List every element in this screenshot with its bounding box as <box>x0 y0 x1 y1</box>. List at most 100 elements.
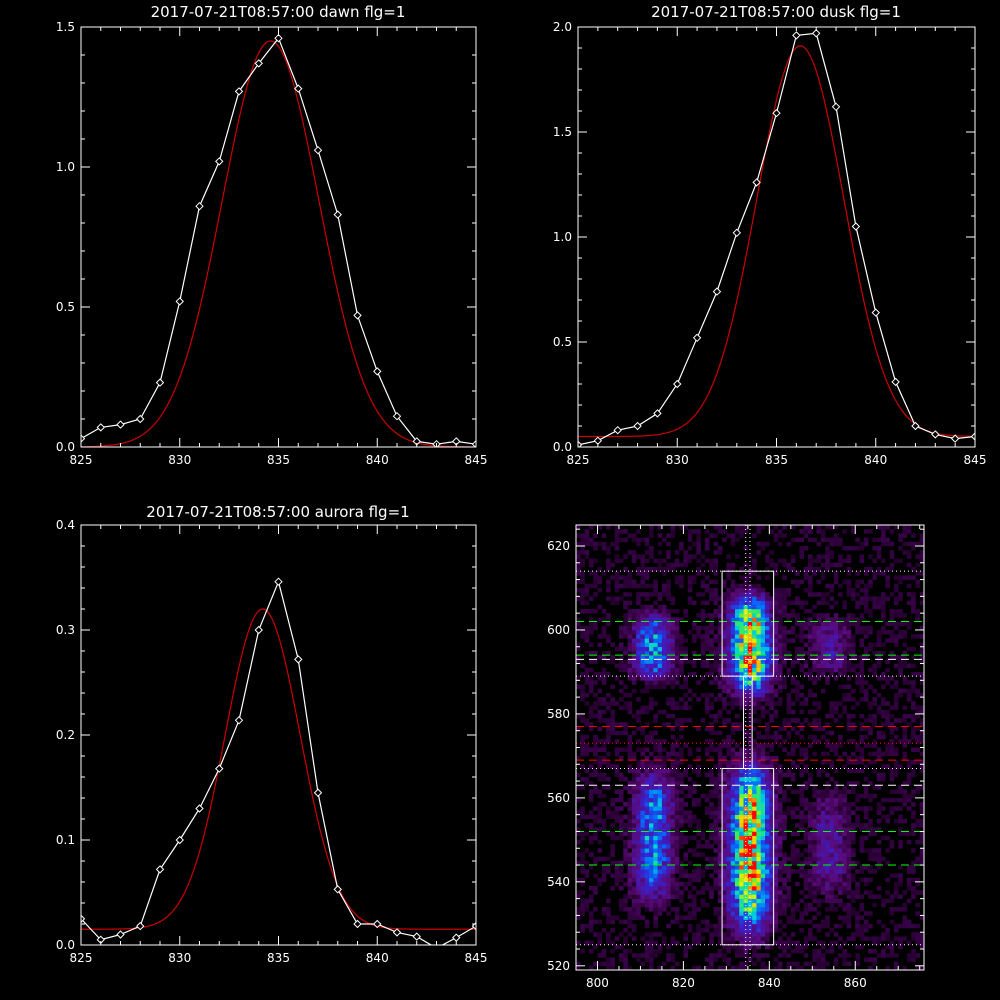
spectral-image-cell <box>627 856 633 862</box>
spectral-image-cell <box>743 764 749 769</box>
spectral-image-cell <box>580 545 585 551</box>
spectral-image-cell <box>636 776 641 782</box>
spectral-image-cell <box>863 718 869 723</box>
spectral-image-cell <box>752 848 757 853</box>
spectral-image-cell <box>683 814 689 820</box>
spectral-image-cell <box>846 545 852 551</box>
spectral-image-cell <box>812 831 817 836</box>
spectral-image-cell <box>614 575 620 580</box>
aurora-panel: 2017-07-21T08:57:00 aurora flg=1 <box>146 503 409 521</box>
spectral-image-cell <box>606 596 611 601</box>
spectral-image-cell <box>661 890 667 895</box>
spectral-image-cell <box>730 936 736 941</box>
spectral-image-cell <box>859 663 865 669</box>
spectral-image-cell <box>644 676 650 681</box>
spectral-image-cell <box>902 713 908 719</box>
spectral-image-cell <box>730 659 736 664</box>
spectral-image-cell <box>666 722 671 727</box>
spectral-image-cell <box>704 797 710 803</box>
spectral-image-cell <box>816 844 822 849</box>
spectral-image-cell <box>838 915 843 920</box>
spectral-image-cell <box>846 642 852 648</box>
spectral-image-cell <box>795 659 800 664</box>
spectral-image-cell <box>580 718 585 723</box>
spectral-image-cell <box>842 856 847 862</box>
spectral-image-cell <box>782 596 787 601</box>
spectral-image-cell <box>653 848 658 853</box>
spectral-image-cell <box>640 688 646 694</box>
spectral-image-cell <box>730 701 736 706</box>
spectral-image-cell <box>734 890 740 895</box>
spectral-image-cell <box>709 596 714 601</box>
spectral-image-cell <box>734 772 740 778</box>
spectral-image-cell <box>580 608 585 614</box>
spectral-image-cell <box>829 848 835 853</box>
spectral-image-cell <box>623 848 628 853</box>
spectral-image-cell <box>846 659 852 664</box>
spectral-image-cell <box>790 663 796 669</box>
spectral-image-cell <box>584 734 590 740</box>
spectral-image-cell <box>597 676 603 681</box>
spectral-image-cell <box>885 566 890 572</box>
spectral-image-cell <box>855 823 860 828</box>
spectral-image-cell <box>876 604 882 610</box>
spectral-image-cell <box>739 747 744 752</box>
spectral-image-cell <box>717 680 723 685</box>
spectral-image-cell <box>614 764 620 769</box>
spectral-image-cell <box>713 638 719 643</box>
spectral-image-cell <box>872 600 878 606</box>
spectral-image-cell <box>808 860 813 866</box>
spectral-image-cell <box>606 587 611 593</box>
spectral-image-cell <box>820 768 826 773</box>
spectral-image-cell <box>906 865 912 870</box>
spectral-image-cell <box>765 541 770 547</box>
spectral-image-cell <box>825 881 830 887</box>
spectral-image-cell <box>756 789 762 794</box>
spectral-image-cell <box>683 839 689 845</box>
spectral-image-cell <box>859 915 865 920</box>
spectral-image-cell <box>911 848 916 853</box>
spectral-image-cell <box>760 768 766 773</box>
spectral-image-cell <box>717 709 723 715</box>
spectral-image-cell <box>730 907 736 912</box>
spectral-image-cell <box>743 583 749 589</box>
spectral-image-cell <box>739 613 744 618</box>
spectral-image-cell <box>765 671 770 677</box>
spectral-image-cell <box>679 525 684 530</box>
spectral-image-cell <box>730 587 736 593</box>
spectral-image-cell <box>631 848 637 853</box>
spectral-image-cell <box>623 592 628 597</box>
spectral-image-cell <box>730 776 736 782</box>
spectral-image-cell <box>670 789 676 794</box>
spectral-image-cell <box>893 965 899 970</box>
spectral-image-cell <box>885 848 890 853</box>
spectral-image-cell <box>881 902 886 908</box>
spectral-image-cell <box>636 953 641 958</box>
spectral-image-cell <box>756 793 762 799</box>
spectral-image-cell <box>610 701 615 706</box>
spectral-image-cell <box>765 629 770 635</box>
spectral-image-cell <box>850 596 856 601</box>
spectral-image-cell <box>636 718 641 723</box>
spectral-image-cell <box>846 646 852 652</box>
spectral-image-cell <box>692 541 697 547</box>
spectral-image-cell <box>799 747 805 752</box>
spectral-image-cell <box>816 621 822 627</box>
spectral-image-cell <box>765 634 770 639</box>
spectral-image-cell <box>709 642 714 648</box>
spectral-image-cell <box>799 650 805 656</box>
spectral-image-cell <box>846 625 852 631</box>
spectral-image-cell <box>674 550 680 555</box>
spectral-image-cell <box>627 839 633 845</box>
spectral-image-cell <box>584 923 590 929</box>
spectral-image-cell <box>902 705 908 711</box>
spectral-image-cell <box>644 680 650 685</box>
spectral-image-cell <box>614 944 620 950</box>
spectral-image-cell <box>618 646 624 652</box>
spectral-image-cell <box>795 730 800 736</box>
spectral-image-cell <box>640 562 646 568</box>
spectral-image-cell <box>704 806 710 811</box>
spectral-image-cell <box>855 621 860 627</box>
spectral-image-cell <box>833 814 839 820</box>
spectral-image-cell <box>756 802 762 807</box>
